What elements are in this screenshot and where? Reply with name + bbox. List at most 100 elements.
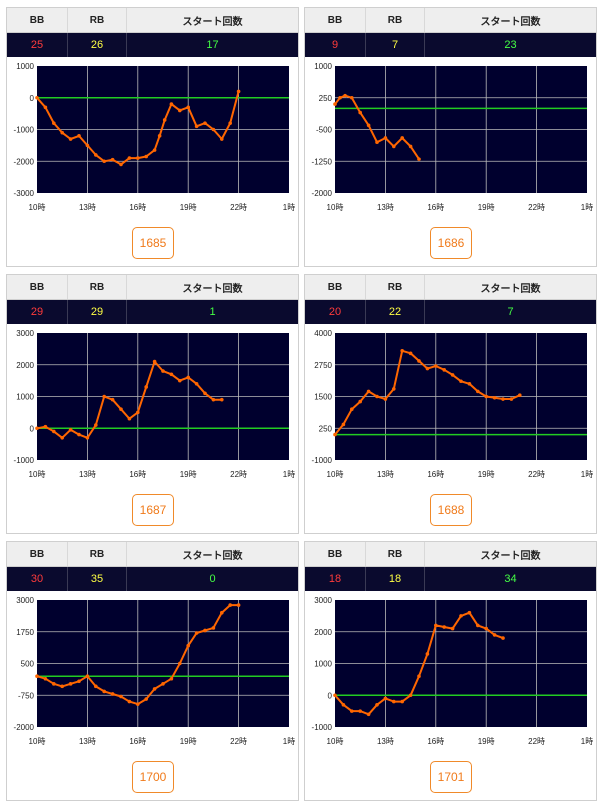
rb-header: RB [67, 8, 127, 33]
data-point [60, 435, 64, 440]
start-count: 23 [424, 32, 596, 57]
data-point [94, 153, 98, 157]
rb-header: RB [365, 542, 425, 567]
y-tick-label: -750 [18, 691, 35, 700]
y-tick-label: 1750 [16, 628, 34, 637]
x-tick-label: 13時 [377, 203, 394, 212]
data-point [52, 682, 56, 686]
data-point [152, 359, 157, 364]
data-point [434, 364, 438, 368]
data-point [94, 423, 98, 427]
data-point [43, 424, 48, 429]
x-tick-label: 1時 [581, 737, 593, 746]
x-tick-label: 10時 [29, 737, 46, 746]
y-tick-label: 0 [30, 94, 35, 103]
data-point [228, 603, 232, 607]
data-point [358, 399, 362, 404]
data-point [152, 687, 157, 691]
data-point [350, 709, 354, 713]
data-point [220, 137, 224, 141]
data-point [110, 692, 115, 696]
y-tick-label: 0 [30, 424, 35, 433]
x-tick-label: 22時 [528, 470, 545, 479]
x-tick-label: 16時 [129, 470, 146, 479]
y-tick-label: -2000 [14, 157, 35, 166]
start-header: スタート回数 [126, 542, 298, 567]
bb-count: 18 [305, 566, 366, 591]
data-point [341, 702, 346, 707]
rb-count: 29 [67, 299, 127, 324]
data-point [60, 684, 64, 689]
machine-number-button[interactable]: 1700 [132, 761, 174, 793]
data-point [186, 643, 190, 648]
start-count: 7 [424, 299, 596, 324]
x-tick-label: 19時 [180, 470, 197, 479]
data-point [450, 373, 455, 377]
y-tick-label: 1000 [16, 62, 34, 71]
stats-table: BB RB スタート回数 29 29 1 [7, 275, 298, 324]
data-point [236, 603, 241, 607]
data-point [85, 674, 90, 678]
data-point [136, 702, 140, 706]
bb-count: 29 [7, 299, 68, 324]
data-point [77, 679, 81, 684]
data-point [509, 397, 514, 401]
data-point [375, 140, 379, 144]
data-point [194, 124, 199, 129]
machine-number-button[interactable]: 1685 [132, 227, 174, 259]
data-point [343, 93, 347, 98]
profit-chart: 4000 2750 1500 250 -1000 10時 13時 16時 19時 22時 1時 [312, 329, 594, 479]
data-point [417, 359, 421, 363]
x-tick-label: 19時 [478, 203, 495, 212]
data-point [203, 628, 207, 633]
data-point [161, 682, 165, 686]
data-point [366, 389, 371, 394]
y-tick-label: 2000 [16, 361, 34, 370]
start-header: スタート回数 [424, 275, 596, 300]
x-tick-label: 16時 [129, 737, 146, 746]
data-point [338, 95, 342, 100]
x-tick-label: 22時 [528, 737, 545, 746]
x-tick-label: 22時 [528, 203, 545, 212]
data-point [459, 614, 463, 618]
data-point [162, 118, 167, 122]
x-tick-label: 1時 [283, 203, 295, 212]
data-point [186, 105, 190, 110]
bb-count: 25 [7, 32, 68, 57]
x-tick-label: 1時 [283, 470, 295, 479]
data-point [43, 105, 48, 110]
data-point [169, 102, 174, 106]
data-point [85, 143, 90, 148]
data-point [341, 422, 346, 427]
data-point [366, 712, 371, 717]
data-point [144, 154, 148, 159]
y-tick-label: 2750 [314, 361, 332, 370]
rb-header: RB [365, 8, 425, 33]
x-tick-label: 13時 [377, 737, 394, 746]
machine-number-button[interactable]: 1687 [132, 494, 174, 526]
data-point [392, 387, 396, 391]
data-point [52, 121, 56, 125]
rb-count: 18 [365, 566, 425, 591]
data-point [119, 694, 123, 699]
data-point [60, 130, 64, 135]
data-point [476, 623, 480, 628]
stats-table: BB RB スタート回数 25 26 17 [7, 8, 298, 57]
rb-count: 35 [67, 566, 127, 591]
start-count: 0 [126, 566, 298, 591]
data-point [518, 393, 522, 398]
data-point [408, 144, 413, 149]
y-tick-label: 1000 [314, 660, 332, 669]
x-tick-label: 13時 [79, 737, 96, 746]
x-tick-label: 19時 [478, 470, 495, 479]
machine-number-button[interactable]: 1686 [430, 227, 472, 259]
x-tick-label: 16時 [427, 203, 444, 212]
data-point [392, 699, 396, 704]
data-point [228, 121, 232, 125]
bb-header: BB [7, 542, 68, 567]
machine-number-button[interactable]: 1701 [430, 761, 472, 793]
machine-number-button[interactable]: 1688 [430, 494, 472, 526]
rb-header: RB [365, 275, 425, 300]
data-point [417, 674, 421, 678]
machine-card: BB RB スタート回数 29 29 1 1687 3000 2000 1000 0 -1000 10時… [6, 274, 299, 534]
